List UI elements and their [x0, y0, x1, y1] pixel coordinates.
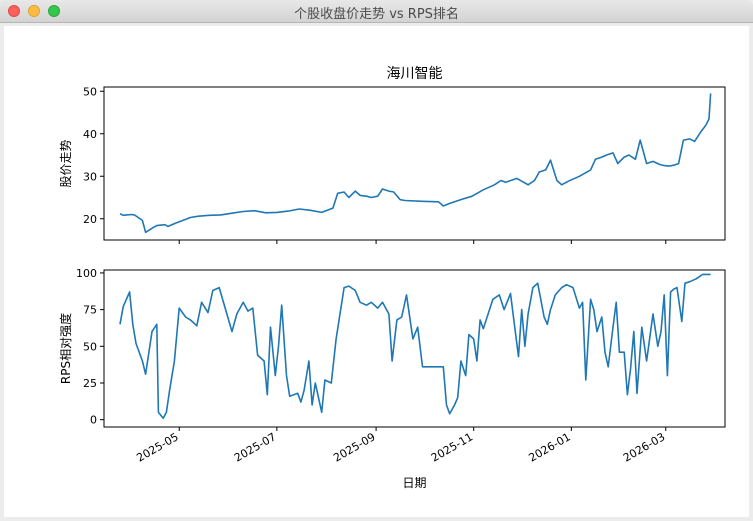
x-tick-label: 2025-07 [232, 430, 278, 464]
x-tick-label: 2026-01 [527, 430, 573, 464]
x-axis-label: 日期 [402, 476, 426, 490]
rps-chart: 0 25 50 75 100 RPS相对强度 [58, 267, 726, 431]
rps-series-line [119, 273, 711, 420]
price-chart-title: 海川智能 [387, 66, 443, 82]
rps-y-axis-label: RPS相对强度 [58, 313, 73, 384]
rps-plot-frame [103, 269, 726, 428]
price-series-line [119, 93, 712, 234]
zoom-window-button[interactable] [48, 5, 60, 17]
rps-y-tick-label: 50 [83, 340, 97, 353]
price-plot-frame [103, 86, 726, 241]
rps-y-tick-label: 100 [76, 267, 97, 280]
price-y-tick-label: 20 [83, 213, 97, 226]
price-y-axis-label: 股价走势 [59, 139, 73, 187]
x-tick-label: 2025-11 [429, 430, 475, 464]
close-window-button[interactable] [8, 5, 20, 17]
rps-y-tick-label: 75 [83, 304, 97, 317]
rps-y-tick-label: 0 [90, 414, 97, 427]
x-tick-label: 2025-05 [134, 430, 180, 464]
shared-x-axis: 2025-05 2025-07 2025-09 2025-11 2026-01 2026-… [134, 430, 667, 490]
x-tick-label: 2026-03 [621, 430, 667, 464]
chart-figure: 20 30 40 50 股价走势 海川智能 0 25 50 75 100 RPS相对强度 2025-… [58, 66, 726, 490]
minimize-window-button[interactable] [28, 5, 40, 17]
title-bar[interactable]: 个股收盘价走势 vs RPS排名 [0, 0, 753, 23]
figure-canvas: 20 30 40 50 股价走势 海川智能 0 25 50 75 100 RPS相对强度 2025-… [4, 26, 749, 517]
price-chart: 20 30 40 50 股价走势 海川智能 [59, 66, 726, 244]
price-y-tick-label: 30 [83, 170, 97, 183]
window-title: 个股收盘价走势 vs RPS排名 [294, 7, 459, 22]
rps-y-tick-label: 25 [83, 377, 97, 390]
price-y-tick-label: 50 [83, 85, 97, 98]
price-y-tick-label: 40 [83, 128, 97, 141]
x-tick-label: 2025-09 [331, 430, 377, 464]
